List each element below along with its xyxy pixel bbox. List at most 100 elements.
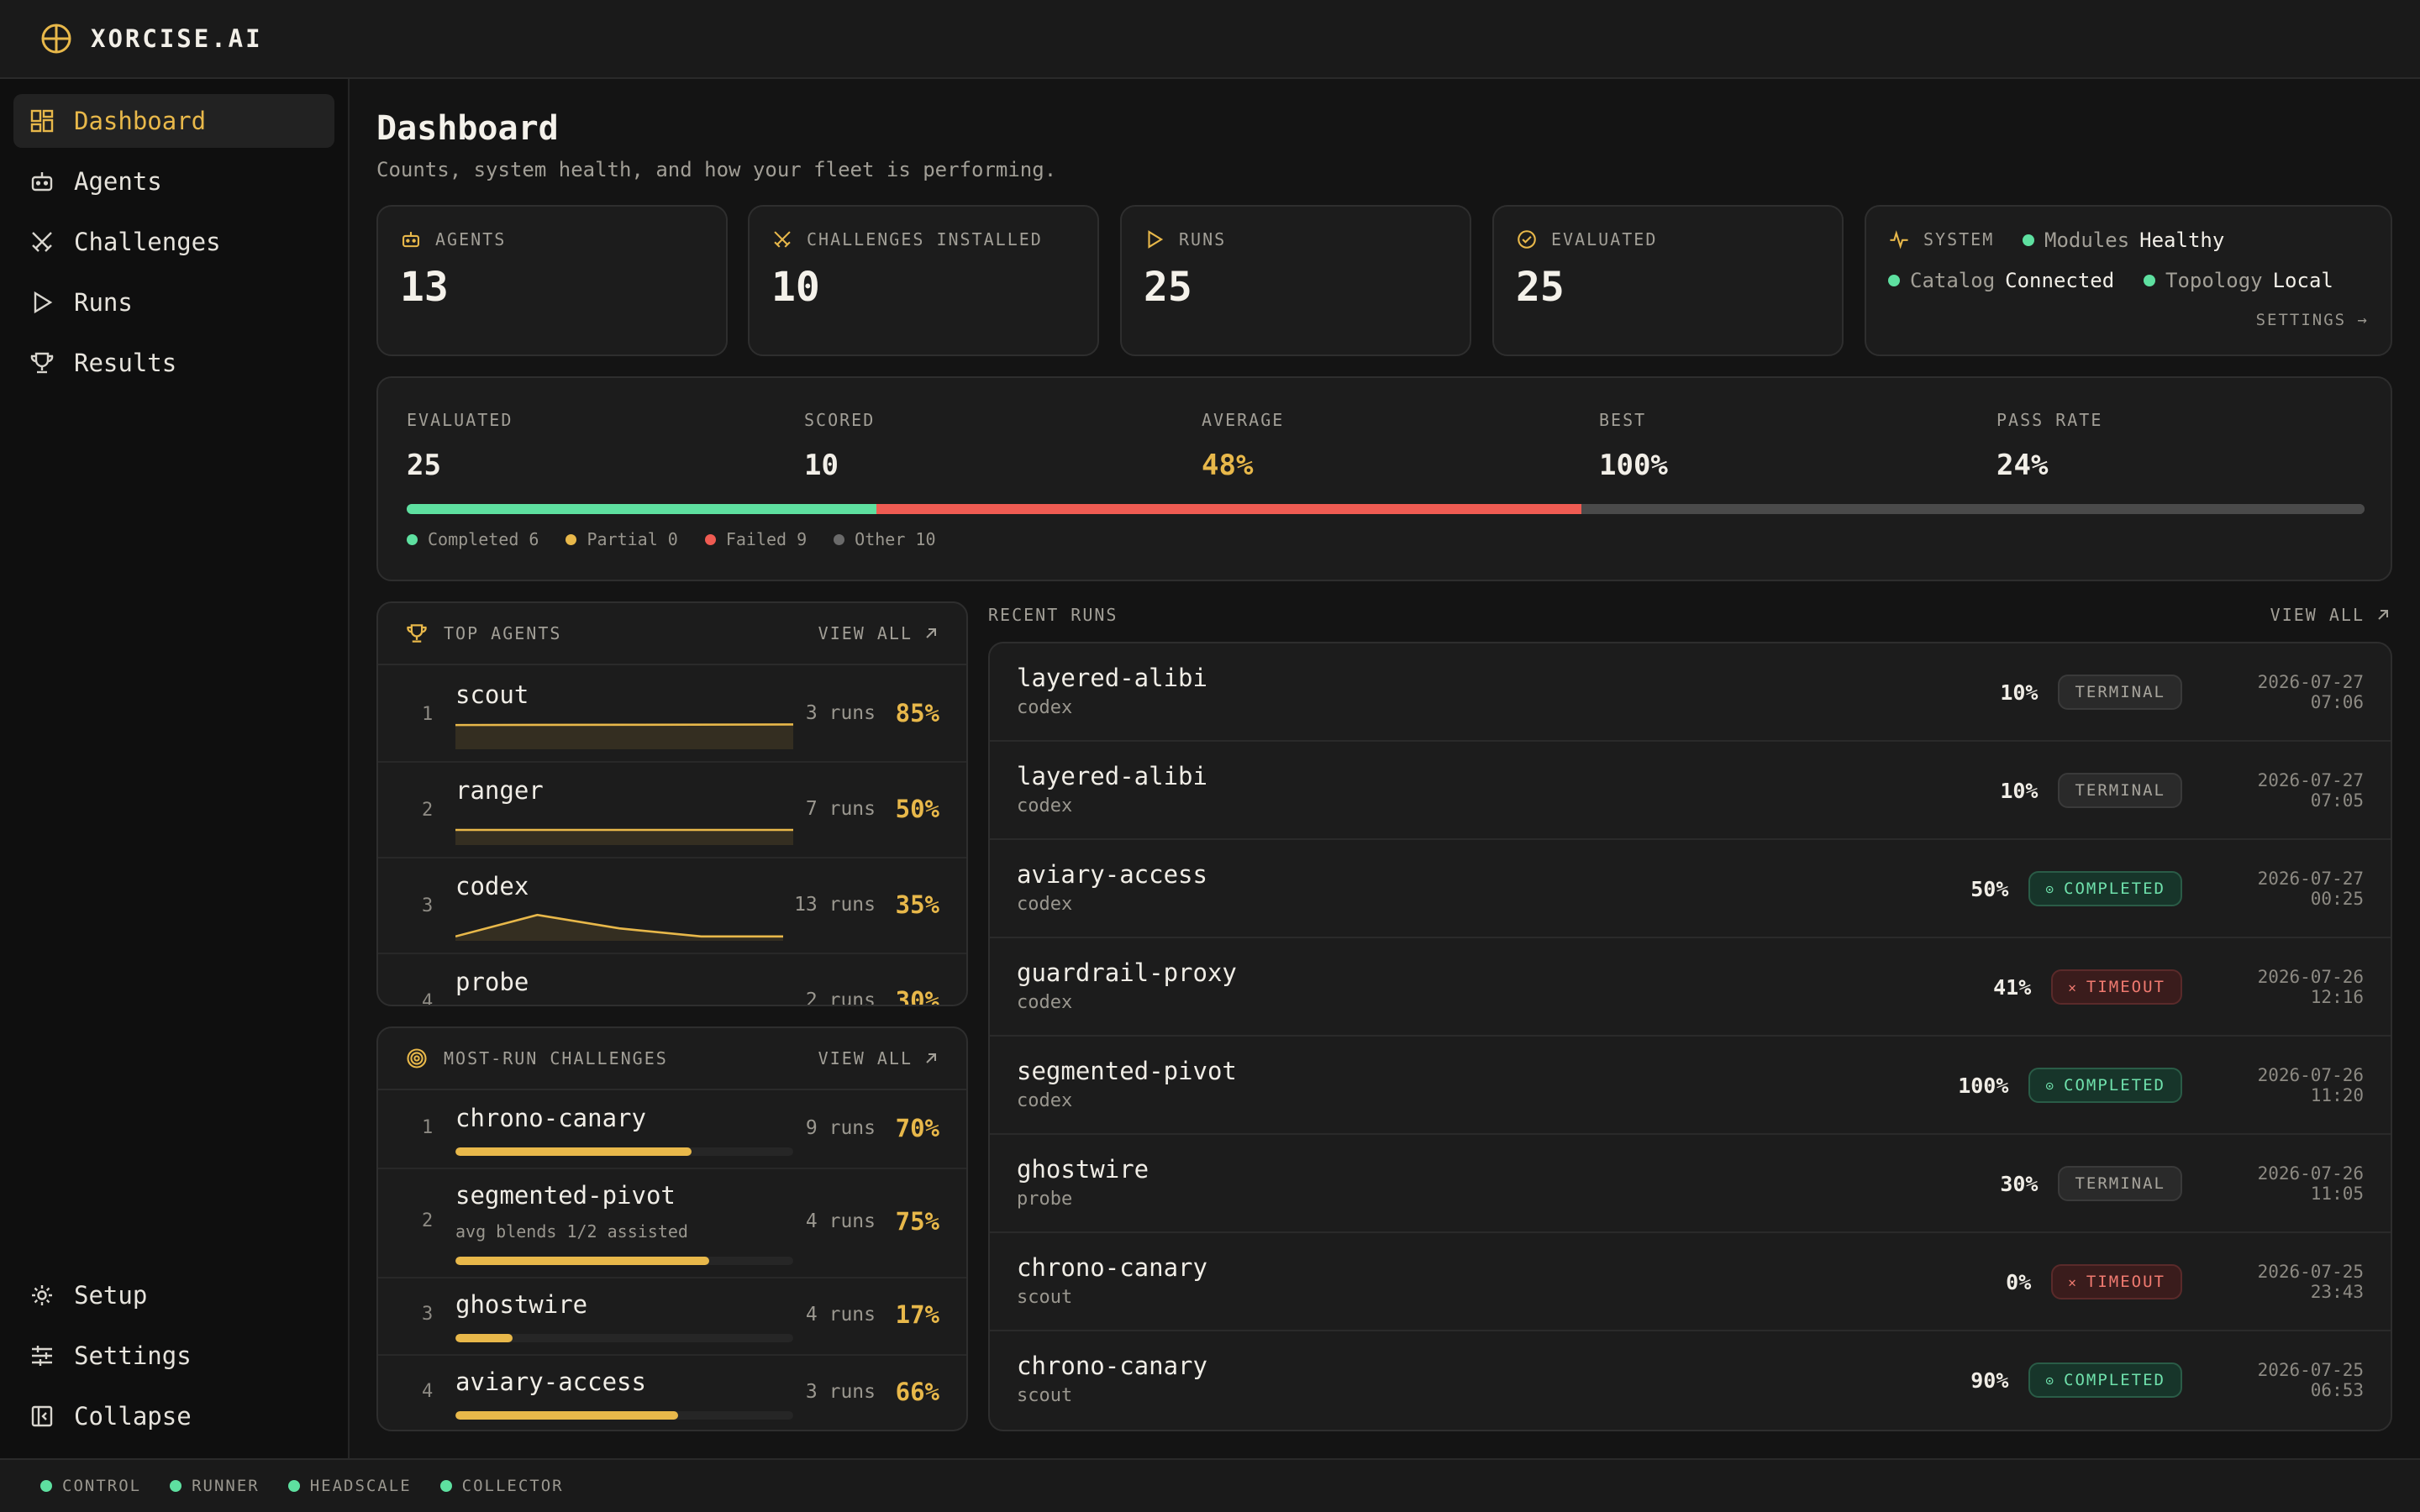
sidebar-item-challenges[interactable]: Challenges (13, 215, 334, 269)
agent-name: codex (455, 872, 529, 900)
view-all-challenges-link[interactable]: VIEW ALL (818, 1048, 939, 1068)
challenge-name: aviary-access (455, 1368, 646, 1396)
rank-number: 2 (422, 800, 434, 821)
status-label: TERMINAL (2075, 683, 2165, 701)
run-score: 10% (2000, 680, 2039, 705)
evaluation-summary-card: EVALUATED 25 SCORED 10 AVERAGE 48% BEST … (376, 376, 2392, 581)
sidebar-item-settings[interactable]: Settings (13, 1329, 334, 1383)
x-icon: ✕ (2068, 1273, 2078, 1290)
swords-icon (774, 231, 791, 248)
service-status-collector: COLLECTOR (439, 1477, 564, 1495)
run-timestamp: 2026-07-26 11:20 (2257, 1065, 2364, 1105)
service-label: CONTROL (62, 1477, 142, 1495)
agent-name: probe (455, 968, 529, 996)
run-row[interactable]: chrono-canary scout 0% ✕ TIMEOUT 2026-07-25 2… (990, 1233, 2391, 1331)
challenge-score: 75% (895, 1207, 939, 1236)
legend-label: Other 10 (855, 529, 936, 549)
status-badge: TERMINAL (2058, 773, 2182, 808)
run-score: 100% (1958, 1073, 2009, 1098)
kpi-card-agents[interactable]: AGENTS 13 (376, 205, 728, 356)
rank-number: 1 (422, 1117, 434, 1138)
kpi-label: CHALLENGES INSTALLED (807, 229, 1043, 249)
status-badge: TERMINAL (2058, 1166, 2182, 1201)
run-row[interactable]: ghostwire probe 30% TERMINAL 2026-07-26 11:0… (990, 1135, 2391, 1233)
challenge-row[interactable]: 1 chrono-canary 9 runs 70% (378, 1092, 966, 1169)
run-challenge-name: layered-alibi (1017, 664, 1207, 692)
service-status-headscale: HEADSCALE (287, 1477, 412, 1495)
summary-value: 10 (804, 449, 839, 482)
sidebar-item-dashboard[interactable]: Dashboard (13, 94, 334, 148)
agent-name: scout (455, 680, 529, 709)
system-card: SYSTEM Modules Healthy Catalog Connected… (1865, 205, 2392, 356)
run-score: 10% (2000, 778, 2039, 803)
agent-row[interactable]: 1 scout 3 runs 85% (378, 667, 966, 763)
arrow-up-right-icon (926, 1053, 936, 1063)
summary-value: 25 (407, 449, 441, 482)
kpi-value: 10 (771, 264, 820, 311)
sidebar-item-runs[interactable]: Runs (13, 276, 334, 329)
score-sparkline (455, 828, 793, 845)
run-challenge-name: segmented-pivot (1017, 1057, 1237, 1085)
challenge-row[interactable]: 4 aviary-access 3 runs 66% (378, 1356, 966, 1430)
agent-row[interactable]: 3 codex 13 runs 35% (378, 858, 966, 954)
sparkline-line (455, 913, 783, 938)
agent-score: 50% (895, 795, 939, 823)
dashboard-icon (30, 109, 54, 133)
run-row[interactable]: segmented-pivot codex 100% ⊙ COMPLETED 2026-0… (990, 1037, 2391, 1135)
robot-icon (31, 172, 53, 192)
run-agent-name: codex (1017, 795, 1073, 816)
challenge-row[interactable]: 3 ghostwire 4 runs 17% (378, 1278, 966, 1356)
sidebar-item-setup[interactable]: Setup (13, 1268, 334, 1322)
settings-link[interactable]: SETTINGS → (2255, 311, 2369, 329)
sidebar-item-results[interactable]: Results (13, 336, 334, 390)
kpi-card-challenges[interactable]: CHALLENGES INSTALLED 10 (748, 205, 1099, 356)
run-row[interactable]: layered-alibi codex 10% TERMINAL 2026-07-27 … (990, 643, 2391, 742)
challenge-row[interactable]: 2 segmented-pivot 4 runs 75% avg blends 1/2 … (378, 1169, 966, 1278)
service-status-control: CONTROL (40, 1477, 141, 1495)
status-dot (2144, 275, 2155, 286)
system-key: Modules (2044, 228, 2130, 252)
score-bar-track (455, 1257, 793, 1265)
agent-row[interactable]: 4 probe 2 runs 30% (378, 954, 966, 1005)
run-meta: 10% TERMINAL 2026-07-27 07:06 (2000, 672, 2364, 712)
run-timestamp: 2026-07-27 07:06 (2257, 672, 2364, 712)
run-row[interactable]: chrono-canary scout 90% ⊙ COMPLETED 2026-07-2… (990, 1331, 2391, 1430)
x-icon: ✕ (2068, 979, 2078, 995)
view-all-runs-link[interactable]: VIEW ALL (2270, 605, 2391, 625)
run-challenge-name: ghostwire (1017, 1155, 1150, 1184)
target-icon (407, 1048, 427, 1068)
sidebar-item-agents[interactable]: Agents (13, 155, 334, 208)
sidebar: Dashboard Agents Challenges Runs Results… (0, 79, 350, 1458)
run-count: 3 runs (805, 1381, 876, 1403)
service-status-runner: RUNNER (170, 1477, 260, 1495)
run-row[interactable]: aviary-access codex 50% ⊙ COMPLETED 2026-07-2… (990, 840, 2391, 938)
challenge-name: segmented-pivot (455, 1181, 676, 1210)
sidebar-item-collapse[interactable]: Collapse (13, 1389, 334, 1443)
legend-item-failed: Failed 9 (704, 529, 807, 549)
agent-row[interactable]: 2 ranger 7 runs 50% (378, 763, 966, 858)
view-all-agents-link[interactable]: VIEW ALL (818, 623, 939, 643)
crosshair-logo-icon (41, 24, 71, 54)
run-timestamp: 2026-07-27 07:05 (2257, 770, 2364, 811)
brand-name[interactable]: XORCISE.AI (91, 24, 263, 53)
trophy-icon (407, 624, 427, 643)
page-subtitle: Counts, system health, and how your flee… (376, 158, 1057, 181)
view-all-label: VIEW ALL (818, 1048, 913, 1068)
status-badge: ⊙ COMPLETED (2028, 871, 2182, 906)
kpi-card-evaluated[interactable]: EVALUATED 25 (1492, 205, 1844, 356)
rank-number: 3 (422, 1304, 434, 1325)
rank-number: 1 (422, 704, 434, 725)
run-meta: 30% TERMINAL 2026-07-26 11:05 (2000, 1163, 2364, 1204)
collapse-icon (31, 1405, 53, 1427)
kpi-card-runs[interactable]: RUNS 25 (1120, 205, 1471, 356)
run-challenge-name: layered-alibi (1017, 762, 1207, 790)
kpi-label: EVALUATED (1551, 229, 1658, 249)
challenge-score: 66% (895, 1378, 939, 1406)
play-icon (34, 291, 53, 314)
service-label: HEADSCALE (309, 1477, 412, 1495)
run-row[interactable]: layered-alibi codex 10% TERMINAL 2026-07-27 … (990, 742, 2391, 840)
summary-label: BEST (1599, 410, 1647, 430)
legend-label: Partial 0 (587, 529, 678, 549)
legend-dot (834, 533, 845, 545)
run-row[interactable]: guardrail-proxy codex 41% ✕ TIMEOUT 2026-07-2… (990, 938, 2391, 1037)
